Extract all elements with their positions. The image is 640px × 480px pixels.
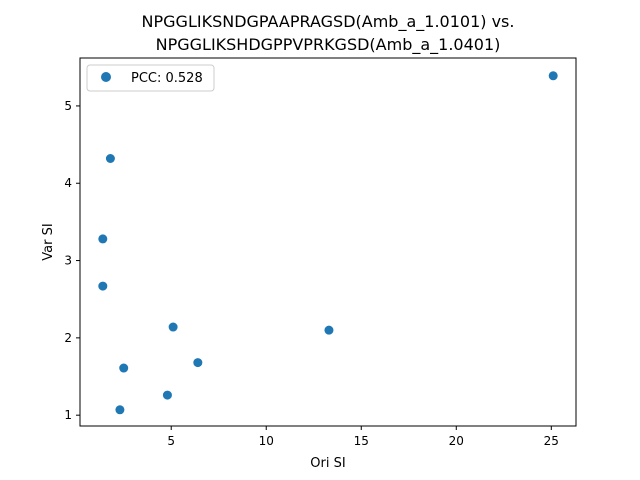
data-point xyxy=(105,154,115,164)
legend-label: PCC: 0.528 xyxy=(131,71,203,86)
y-tick-label: 2 xyxy=(64,331,72,345)
data-points xyxy=(98,71,558,415)
y-tick-label: 5 xyxy=(64,99,72,113)
x-axis-ticks: 5 10 15 20 25 xyxy=(167,426,559,448)
y-tick-label: 3 xyxy=(64,254,72,268)
chart-title-line-1: NPGGLIKSNDGPAAPRAGSD(Amb_a_1.0101) vs. xyxy=(142,12,515,32)
x-tick-label: 10 xyxy=(259,434,274,448)
data-point xyxy=(98,281,108,291)
chart-title: NPGGLIKSNDGPAAPRAGSD(Amb_a_1.0101) vs. N… xyxy=(142,12,515,55)
plot-frame xyxy=(79,57,577,427)
x-axis-label: Ori SI xyxy=(310,456,345,471)
y-tick-label: 1 xyxy=(64,408,72,422)
x-tick-label: 15 xyxy=(354,434,369,448)
data-point xyxy=(324,325,334,335)
y-axis-ticks: 1 2 3 4 5 xyxy=(64,99,80,422)
data-point xyxy=(115,405,125,415)
data-point xyxy=(168,322,178,332)
legend-marker xyxy=(101,72,111,82)
legend-box xyxy=(86,64,215,92)
chart-title-line-2: NPGGLIKSHDGPPVPRKGSD(Amb_a_1.0401) xyxy=(156,35,501,55)
data-point xyxy=(548,71,558,81)
legend: PCC: 0.528 xyxy=(86,64,215,92)
x-tick-label: 20 xyxy=(449,434,464,448)
y-axis-label: Var SI xyxy=(41,223,56,260)
x-tick-label: 25 xyxy=(544,434,559,448)
data-point xyxy=(119,363,129,373)
data-point xyxy=(98,234,108,244)
data-point xyxy=(193,358,203,368)
x-tick-label: 5 xyxy=(167,434,175,448)
data-point xyxy=(162,390,172,400)
y-tick-label: 4 xyxy=(64,176,72,190)
